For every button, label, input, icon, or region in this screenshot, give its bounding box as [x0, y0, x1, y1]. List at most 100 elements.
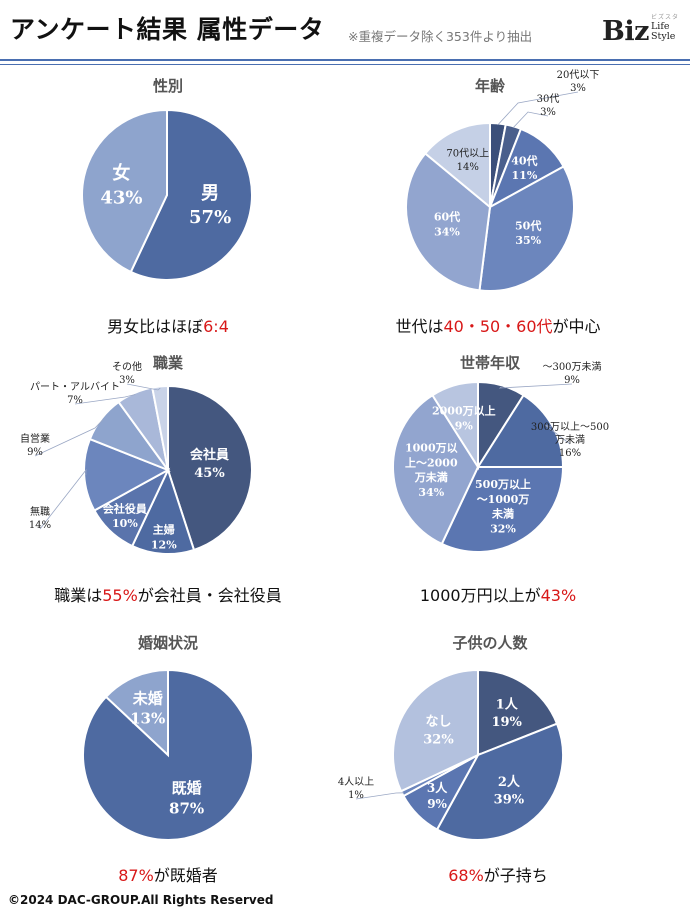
- slice-income-500-1000: [440, 466, 565, 553]
- slice-employee-label: 会社員: [190, 447, 229, 463]
- slice-single-value-label: 13%: [130, 710, 165, 728]
- slice-other-label: その他: [112, 360, 142, 373]
- slice-female-value-label: 43%: [100, 187, 142, 208]
- slice-income-1000-2000-label: 万未満: [414, 470, 448, 484]
- slice-children-3-value-label: 9%: [427, 797, 447, 811]
- slice-housewife-label: 主婦: [153, 523, 175, 537]
- slice-income-1000-2000-label: 1000万以: [405, 442, 458, 455]
- slice-unemployed: [83, 437, 171, 512]
- slice-age-60s: [405, 152, 492, 292]
- slice-age-70s-label: 70代以上: [446, 148, 489, 160]
- slice-parttime-value-label: 7%: [67, 395, 83, 406]
- slice-age-30s-value-label: 3%: [540, 107, 556, 118]
- slice-children-2-value-label: 39%: [494, 792, 525, 807]
- slice-children-1-value-label: 19%: [491, 715, 522, 730]
- slice-income-under300-value-label: 9%: [564, 375, 580, 386]
- occupation-caption: 職業は55%が会社員・会社役員: [54, 586, 282, 605]
- slice-children-none-label: なし: [425, 715, 451, 730]
- slice-selfemployed-value-label: 9%: [27, 447, 43, 458]
- slice-income-300-500-leader-line: [544, 424, 571, 445]
- slice-income-1000-2000: [392, 393, 480, 546]
- slice-employee-value-label: 45%: [194, 466, 225, 481]
- slice-income-300-500: [476, 393, 565, 468]
- slice-other-value-label: 3%: [119, 375, 135, 386]
- page-title: アンケート結果 属性データ: [10, 15, 325, 44]
- slice-age-20s-label: 20代以下: [557, 69, 600, 81]
- slice-executive-value-label: 10%: [112, 517, 138, 530]
- slice-income-500-1000-value-label: 32%: [490, 523, 516, 536]
- slice-children-4plus-value-label: 1%: [348, 790, 364, 801]
- slice-male-label: 男: [201, 183, 219, 204]
- slice-female-label: 女: [112, 162, 130, 184]
- slice-age-20s-leader-line: [497, 91, 579, 126]
- slice-income-1000-2000-value-label: 34%: [418, 486, 444, 499]
- income-chart-title: 世帯年収: [459, 354, 520, 372]
- slice-children-4plus-label: 4人以上: [338, 776, 374, 788]
- slice-age-40s-label: 40代: [511, 153, 537, 167]
- pie-3: ～300万未満9%300万以上～500万未満16%500万以上～1000万未満3…: [392, 361, 609, 553]
- logo-sub: Life Style: [651, 21, 676, 42]
- slice-income-300-500-value-label: 16%: [559, 448, 581, 459]
- slice-executive-label: 会社役員: [103, 501, 147, 515]
- slice-children-1-label: 1人: [496, 697, 519, 713]
- logo-ruby: ビズスタ: [651, 14, 680, 21]
- slice-income-500-1000-label: ～1000万: [477, 493, 530, 506]
- slice-housewife: [130, 467, 196, 555]
- marital-chart-title: 婚姻状況: [137, 634, 198, 652]
- slice-other: [151, 384, 169, 471]
- bizstyle-logo: Biz ビズスタ Life Style: [602, 14, 686, 50]
- slice-income-over2000: [431, 380, 479, 471]
- slice-age-20s-value-label: 3%: [570, 83, 586, 94]
- slice-age-70s-value-label: 14%: [457, 162, 479, 173]
- slice-income-500-1000-label: 未満: [491, 507, 514, 521]
- slice-other-leader-line: [126, 383, 161, 391]
- slice-income-over2000-value-label: 9%: [455, 419, 474, 432]
- slice-children-2: [435, 722, 564, 841]
- slice-parttime-leader-line: [74, 394, 136, 405]
- slice-income-500-1000-label: 500万以上: [475, 477, 531, 491]
- age-chart-title: 年齢: [474, 77, 505, 95]
- slice-children-1: [477, 668, 559, 757]
- slice-male: [129, 108, 253, 281]
- slice-single-label: 未婚: [132, 689, 163, 707]
- pie-5: 1人 19% 2人 39% 3人 9% 4人以上 1% なし 32%: [338, 668, 564, 841]
- slice-children-4plus-leader-line: [355, 792, 404, 800]
- occupation-chart-title: 職業: [152, 354, 183, 372]
- slice-age-50s: [478, 165, 575, 292]
- slice-female: [81, 108, 168, 274]
- slice-selfemployed-leader-line: [34, 419, 104, 457]
- slice-age-60s-label: 60代: [434, 209, 460, 223]
- slice-age-50s-value-label: 35%: [515, 234, 541, 247]
- slice-age-30s-leader-line: [512, 111, 549, 129]
- slice-single: [104, 668, 169, 758]
- slice-income-1000-2000-label: 上～2000: [405, 455, 458, 469]
- income-caption: 1000万円以上が43%: [419, 586, 577, 605]
- pie-1: 20代以下 3% 30代 3% 40代 11% 50代 35% 60代 34% 70代以上 14%: [405, 69, 600, 292]
- slice-income-over2000-label: 2000万以上: [432, 404, 496, 418]
- slice-children-3-label: 3人: [427, 780, 448, 795]
- slice-children-none: [392, 668, 479, 793]
- slice-selfemployed-label: 自営業: [20, 432, 50, 445]
- children-caption: 68%が子持ち: [448, 866, 548, 885]
- slice-unemployed-label: 無職: [30, 505, 50, 518]
- slice-age-50s-label: 50代: [515, 218, 541, 232]
- gender-caption: 男女比はほぼ6:4: [107, 317, 229, 336]
- slice-children-2-label: 2人: [498, 774, 521, 790]
- children-chart-title: 子供の人数: [452, 634, 528, 652]
- slice-housewife-value-label: 12%: [151, 538, 177, 551]
- gender-chart-title: 性別: [152, 77, 183, 95]
- slice-male-value-label: 57%: [189, 207, 231, 228]
- header-rule-thick: [0, 59, 690, 61]
- slice-parttime-label: パート・アルバイト: [30, 381, 120, 393]
- header-rule-thin: [0, 64, 690, 65]
- data-note: ※重複データ除く353件より抽出: [348, 29, 533, 44]
- slice-married-value-label: 87%: [169, 799, 204, 817]
- slice-age-70s: [423, 121, 491, 210]
- slice-children-none-value-label: 32%: [423, 732, 454, 747]
- copyright: ©2024 DAC-GROUP.All Rights Reserved: [8, 893, 274, 907]
- age-caption: 世代は40・50・60代が中心: [395, 317, 601, 336]
- header: アンケート結果 属性データ ※重複データ除く353件より抽出 Biz ビズスタ …: [0, 0, 690, 65]
- pie-4: 既婚 87% 未婚 13%: [82, 668, 254, 841]
- slice-married-label: 既婚: [172, 779, 202, 797]
